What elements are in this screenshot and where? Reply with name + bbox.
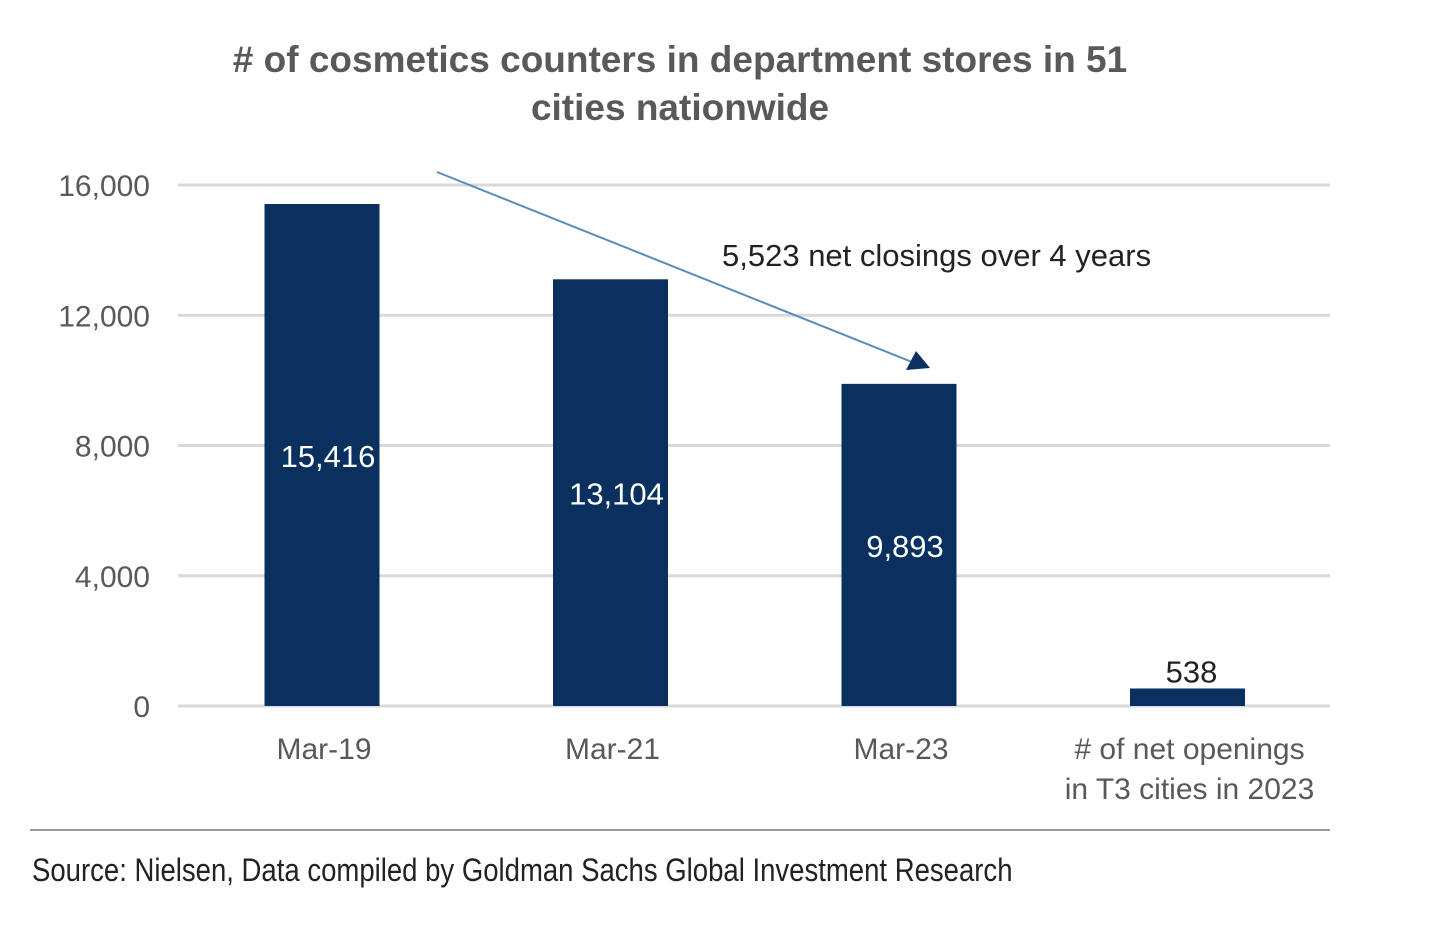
x-tick-label: Mar-21 <box>565 733 660 766</box>
bar <box>841 383 957 706</box>
annotation-text: 5,523 net closings over 4 years <box>722 238 1151 273</box>
y-tick-label: 0 <box>133 691 150 724</box>
trend-arrow-line <box>436 171 913 363</box>
bar-value-label: 15,416 <box>281 439 376 474</box>
x-tick-label: # of net openings <box>1074 733 1304 766</box>
bar-value-label: 9,893 <box>866 529 944 564</box>
bar <box>553 279 668 706</box>
x-tick-label: in T3 cities in 2023 <box>1065 773 1315 806</box>
arrow-head-icon <box>906 351 930 370</box>
bar-value-label: 13,104 <box>569 477 664 512</box>
chart-title: cities nationwide <box>531 87 829 128</box>
y-tick-label: 8,000 <box>75 431 150 464</box>
y-tick-label: 12,000 <box>58 300 150 333</box>
chart-title: # of cosmetics counters in department st… <box>233 39 1127 80</box>
bar-value-label: 538 <box>1166 654 1218 689</box>
bar <box>264 204 380 707</box>
source-note: Source: Nielsen, Data compiled by Goldma… <box>32 852 1013 888</box>
y-tick-label: 4,000 <box>75 561 150 594</box>
x-tick-label: Mar-19 <box>276 733 371 766</box>
x-tick-label: Mar-23 <box>853 733 948 766</box>
bar <box>1130 688 1245 706</box>
y-tick-label: 16,000 <box>58 170 150 203</box>
